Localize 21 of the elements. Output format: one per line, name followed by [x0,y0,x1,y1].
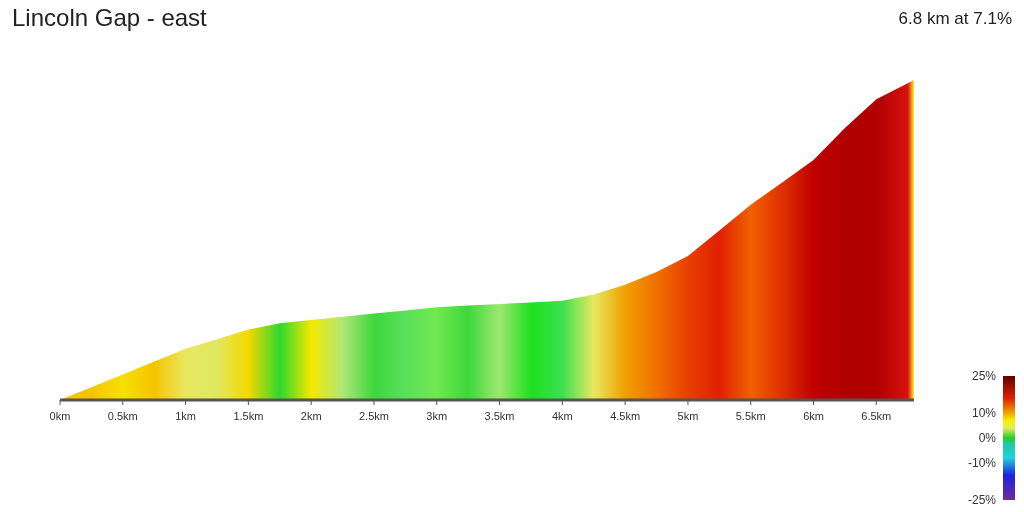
chart-title: Lincoln Gap - east [12,4,208,31]
x-tick-label: 3.5km [484,410,515,422]
text: 6.8 km at 7.1% [898,9,1012,28]
x-tick-label: 1km [175,410,196,422]
color-bar-label: -25% [967,493,997,507]
x-tick-label: 2km [300,410,322,422]
color-bar-label: 10% [971,406,997,421]
x-tick-label: 4km [551,410,573,422]
x-tick-label: 6.5km [861,410,892,422]
x-tick-label: 0.5km [107,410,138,422]
x-tick-label: 6km [803,410,824,422]
x-tick-label: 3km [426,410,448,422]
x-tick-label: 2.5km [358,410,389,422]
color-bar-label: 25% [971,369,997,383]
x-tick-label: 1.5km [233,410,264,422]
x-tick-label: 5.5km [735,410,766,422]
color-bar-label: 0% [978,431,997,445]
x-tick-label: 5km [677,410,699,422]
x-tick-label: 0km [49,410,71,422]
x-tick-label: 4.5km [610,410,641,422]
color-bar-label: -10% [967,455,997,470]
